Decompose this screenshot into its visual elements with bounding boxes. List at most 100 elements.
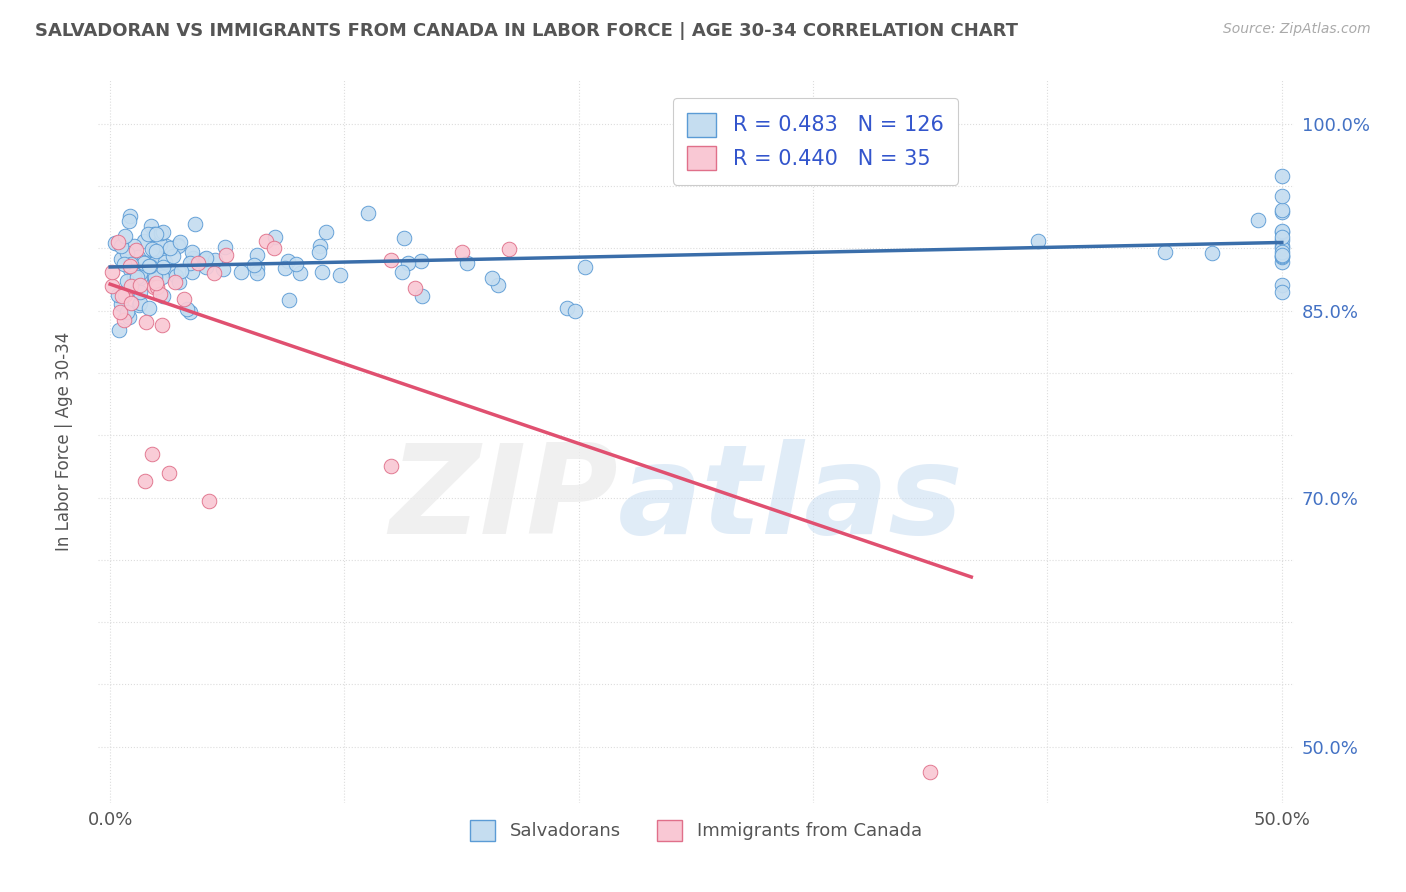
Point (110, 252, 132, 267)
Point (308, 245, 330, 260)
Point (134, 235, 156, 249)
Point (202, 266, 225, 280)
Point (179, 256, 201, 270)
Point (1271, 230, 1294, 244)
Point (132, 256, 155, 270)
Point (128, 271, 150, 285)
Point (101, 279, 124, 293)
Point (111, 288, 134, 302)
Point (132, 255, 155, 269)
Point (150, 270, 173, 285)
Point (170, 264, 193, 278)
Point (176, 301, 198, 316)
Point (411, 288, 433, 302)
Point (135, 315, 157, 329)
Point (1271, 205, 1294, 219)
Point (290, 266, 312, 280)
Point (115, 274, 138, 288)
Point (1247, 212, 1270, 227)
Point (181, 251, 204, 265)
Point (311, 265, 333, 279)
Point (1271, 245, 1294, 260)
Point (115, 284, 138, 298)
Point (246, 266, 269, 280)
Point (118, 310, 141, 324)
Point (214, 240, 236, 254)
Point (183, 217, 205, 231)
Point (245, 248, 267, 262)
Point (112, 256, 135, 270)
Point (127, 270, 149, 285)
Point (167, 238, 190, 252)
Point (141, 447, 163, 461)
Point (141, 242, 163, 256)
Point (114, 288, 136, 302)
Point (380, 252, 402, 267)
Point (920, 764, 942, 779)
Point (143, 273, 166, 287)
Point (152, 289, 174, 303)
Point (278, 293, 301, 307)
Y-axis label: In Labor Force | Age 30-34: In Labor Force | Age 30-34 (55, 332, 73, 551)
Point (329, 268, 352, 283)
Point (409, 254, 432, 268)
Point (1271, 278, 1294, 293)
Legend: Salvadorans, Immigrants from Canada: Salvadorans, Immigrants from Canada (463, 813, 929, 848)
Point (179, 305, 201, 319)
Point (404, 281, 426, 295)
Point (309, 239, 332, 253)
Point (136, 227, 159, 241)
Point (1271, 189, 1294, 203)
Point (138, 259, 160, 273)
Point (263, 230, 285, 244)
Point (256, 234, 278, 248)
Point (274, 261, 297, 276)
Point (215, 248, 238, 262)
Point (231, 264, 253, 278)
Point (1271, 224, 1294, 238)
Point (564, 303, 586, 318)
Point (1026, 234, 1049, 248)
Point (145, 244, 167, 258)
Point (150, 318, 173, 333)
Point (129, 285, 152, 299)
Point (173, 293, 195, 307)
Point (181, 265, 204, 279)
Point (128, 298, 150, 312)
Point (120, 279, 142, 293)
Point (187, 256, 209, 270)
Point (155, 255, 177, 269)
Point (394, 231, 416, 245)
Point (145, 276, 167, 290)
Point (120, 259, 142, 273)
Point (486, 277, 509, 292)
Point (127, 250, 149, 264)
Point (160, 264, 183, 278)
Point (117, 245, 139, 260)
Point (1271, 285, 1294, 299)
Point (114, 229, 136, 244)
Point (498, 242, 520, 256)
Point (1271, 239, 1294, 253)
Point (1201, 245, 1223, 260)
Point (128, 295, 150, 310)
Point (108, 305, 131, 319)
Point (357, 206, 380, 220)
Point (169, 235, 191, 249)
Point (194, 252, 217, 266)
Point (152, 225, 174, 239)
Point (107, 235, 129, 249)
Point (115, 305, 138, 319)
Point (197, 494, 219, 508)
Point (110, 296, 132, 310)
Text: atlas: atlas (619, 439, 965, 560)
Point (1271, 247, 1294, 261)
Point (450, 244, 472, 259)
Point (152, 260, 174, 274)
Point (1271, 241, 1294, 255)
Point (124, 270, 146, 285)
Point (180, 244, 202, 259)
Point (134, 475, 156, 489)
Point (195, 260, 218, 274)
Point (139, 219, 162, 234)
